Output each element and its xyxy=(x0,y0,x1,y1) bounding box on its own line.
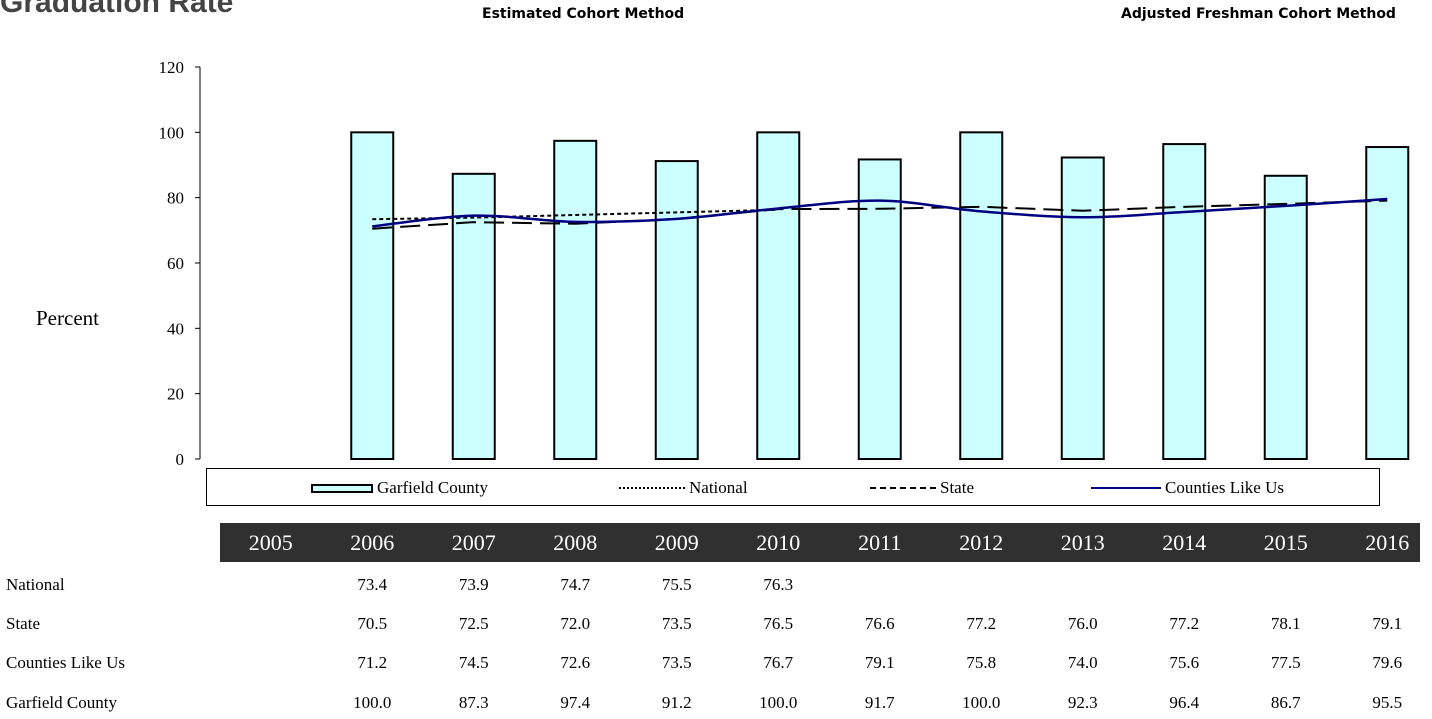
year-header-cell: 2005 xyxy=(248,530,293,555)
bar-garfield-county-2013 xyxy=(1060,156,1105,460)
legend-swatch-dashed-line xyxy=(870,487,936,489)
year-header-bar: 2005 2006 2007 2008 2009 2010 2011 2012 2013 2014… xyxy=(220,523,1420,562)
table-cell: 73.4 xyxy=(357,575,388,594)
legend-item-state: State xyxy=(870,469,974,507)
table-cell: 79.6 xyxy=(1372,653,1403,672)
table-cell: 76.5 xyxy=(763,614,794,633)
year-header-cell: 2006 xyxy=(350,530,395,555)
table-cell: 97.4 xyxy=(560,693,591,712)
year-header-cell: 2011 xyxy=(858,530,902,555)
table-cell: 73.5 xyxy=(661,614,692,633)
table-cell: 76.3 xyxy=(763,575,794,594)
line-counties-like-us xyxy=(372,197,1388,228)
table-cell: 72.5 xyxy=(458,614,489,633)
table-cell: 96.4 xyxy=(1169,693,1200,712)
table-row-label: Garfield County xyxy=(6,693,117,712)
year-header-cell: 2013 xyxy=(1060,530,1105,555)
bar-garfield-county-2006 xyxy=(350,131,395,460)
table-cell: 77.2 xyxy=(1169,614,1200,633)
table-cell: 75.6 xyxy=(1169,653,1200,672)
table-cell: 73.9 xyxy=(458,575,489,594)
table-cell: 95.5 xyxy=(1372,693,1403,712)
table-cell: 74.0 xyxy=(1067,653,1098,672)
method-label-adjusted: Adjusted Freshman Cohort Method xyxy=(1121,6,1396,22)
bar-garfield-county-2016 xyxy=(1365,146,1410,461)
bar-garfield-county-2007 xyxy=(451,172,496,460)
table-cell: 77.5 xyxy=(1270,653,1301,672)
y-tick-label: 20 xyxy=(167,385,184,404)
table-cell: 72.6 xyxy=(560,653,591,672)
y-tick-label: 80 xyxy=(167,189,184,208)
legend-label: State xyxy=(940,478,974,497)
table-cell: 73.5 xyxy=(661,653,692,672)
table-cell: 76.0 xyxy=(1067,614,1098,633)
table-cell: 70.5 xyxy=(357,614,388,633)
table-cell: 74.5 xyxy=(458,653,489,672)
table-cell: 87.3 xyxy=(458,693,489,712)
legend-item-national: National xyxy=(619,469,748,507)
year-header-cell: 2008 xyxy=(553,530,598,555)
table-cell: 91.2 xyxy=(661,693,692,712)
legend-item-garfield-county: Garfield County xyxy=(311,469,488,507)
y-tick-label: 120 xyxy=(159,58,185,77)
table-row-label: State xyxy=(6,614,40,633)
year-header-cell: 2014 xyxy=(1162,530,1207,555)
table-row-label: Counties Like Us xyxy=(6,653,125,672)
chart-legend: Garfield County National State Counties … xyxy=(206,468,1380,506)
y-tick-label: 100 xyxy=(159,123,185,142)
bar-garfield-county-2009 xyxy=(654,160,699,461)
year-header-cell: 2012 xyxy=(959,530,1004,555)
legend-label: Garfield County xyxy=(377,478,488,497)
bar-garfield-county-2015 xyxy=(1263,174,1308,460)
table-cell: 79.1 xyxy=(1372,614,1403,633)
table-row-label: National xyxy=(6,575,65,594)
y-tick-label: 60 xyxy=(167,254,184,273)
table-cell: 100.0 xyxy=(759,693,798,712)
table-cell: 79.1 xyxy=(864,653,895,672)
legend-swatch-bar xyxy=(311,483,373,493)
table-cell: 72.0 xyxy=(560,614,591,633)
y-tick-label: 40 xyxy=(167,319,184,338)
year-header-cell: 2016 xyxy=(1365,530,1410,555)
table-cell: 76.6 xyxy=(864,614,895,633)
bar-garfield-county-2008 xyxy=(553,139,598,460)
year-header-cell: 2009 xyxy=(654,530,699,555)
table-cell: 78.1 xyxy=(1270,614,1301,633)
table-cell: 91.7 xyxy=(864,693,895,712)
y-tick-label: 0 xyxy=(176,450,185,469)
table-cell: 75.8 xyxy=(966,653,997,672)
table-cell: 100.0 xyxy=(353,693,392,712)
legend-swatch-dotted-line xyxy=(619,487,685,489)
page-title: Graduation Rate xyxy=(0,0,234,19)
table-cell: 77.2 xyxy=(966,614,997,633)
legend-swatch-solid-line xyxy=(1091,487,1161,489)
table-cell: 75.5 xyxy=(661,575,692,594)
table-cell: 100.0 xyxy=(962,693,1001,712)
year-header-cell: 2010 xyxy=(756,530,801,555)
bar-garfield-county-2012 xyxy=(959,131,1004,460)
y-axis-label: Percent xyxy=(36,306,99,330)
graduation-rate-chart: 0 20 40 60 80 100 120 xyxy=(159,58,1410,469)
table-cell: 76.7 xyxy=(763,653,794,672)
bar-garfield-county-2014 xyxy=(1162,143,1207,461)
line-national xyxy=(372,208,779,221)
year-header-cell: 2007 xyxy=(451,530,496,555)
bar-garfield-county-2011 xyxy=(857,158,902,461)
legend-item-counties-like-us: Counties Like Us xyxy=(1091,469,1284,507)
legend-label: Counties Like Us xyxy=(1165,478,1284,497)
line-state xyxy=(372,199,1388,230)
table-cell: 86.7 xyxy=(1270,693,1301,712)
method-label-estimated: Estimated Cohort Method xyxy=(482,6,685,22)
bar-garfield-county-2010 xyxy=(756,131,801,460)
table-cell: 92.3 xyxy=(1067,693,1098,712)
year-header-cell: 2015 xyxy=(1263,530,1308,555)
table-cell: 74.7 xyxy=(560,575,591,594)
table-cell: 71.2 xyxy=(357,653,388,672)
legend-label: National xyxy=(689,478,748,497)
